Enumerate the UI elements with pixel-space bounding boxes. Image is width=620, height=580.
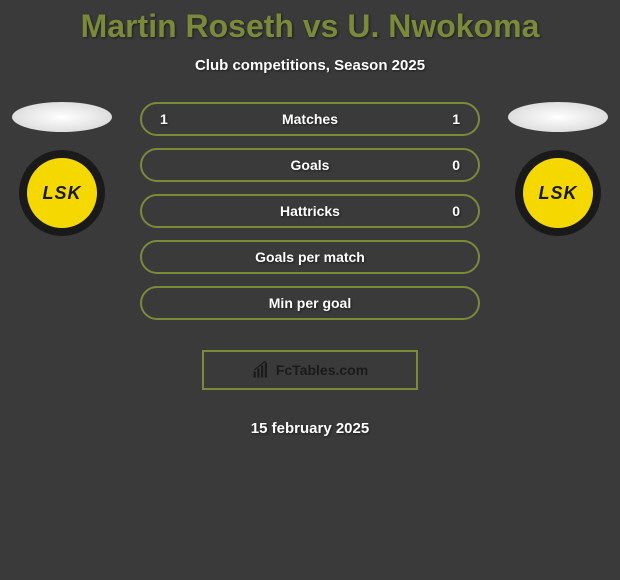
club-badge-inner: LSK [27,158,97,228]
stat-label: Hattricks [280,203,340,219]
chart-icon [252,361,270,379]
stat-label: Min per goal [269,295,351,311]
stat-left-value: 1 [160,111,190,127]
footer-brand-text: FcTables.com [276,362,368,378]
club-badge-text: LSK [539,183,578,204]
stat-row-goals-per-match: Goals per match [140,240,480,274]
player-left-club-badge: LSK [19,150,105,236]
player-left-avatar [12,102,112,132]
stat-label: Matches [282,111,338,127]
player-right-avatar [508,102,608,132]
comparison-row: LSK 1 Matches 1 Goals 0 Hattricks 0 [0,102,620,437]
date-text: 15 february 2025 [251,420,369,437]
stat-row-hattricks: Hattricks 0 [140,194,480,228]
stat-label: Goals per match [255,249,365,265]
subtitle: Club competitions, Season 2025 [195,57,425,74]
stat-right-value: 1 [430,111,460,127]
player-right-club-badge: LSK [515,150,601,236]
stat-right-value: 0 [430,203,460,219]
stat-label: Goals [291,157,330,173]
player-right-column: LSK [498,102,618,236]
club-badge-inner: LSK [523,158,593,228]
stat-right-value: 0 [430,157,460,173]
player-left-column: LSK [2,102,122,236]
stat-row-goals: Goals 0 [140,148,480,182]
stat-row-min-per-goal: Min per goal [140,286,480,320]
club-badge-text: LSK [43,183,82,204]
stats-column: 1 Matches 1 Goals 0 Hattricks 0 Goals pe… [140,102,480,437]
stat-row-matches: 1 Matches 1 [140,102,480,136]
page-title: Martin Roseth vs U. Nwokoma [81,8,540,45]
footer-brand-box: FcTables.com [202,350,418,390]
